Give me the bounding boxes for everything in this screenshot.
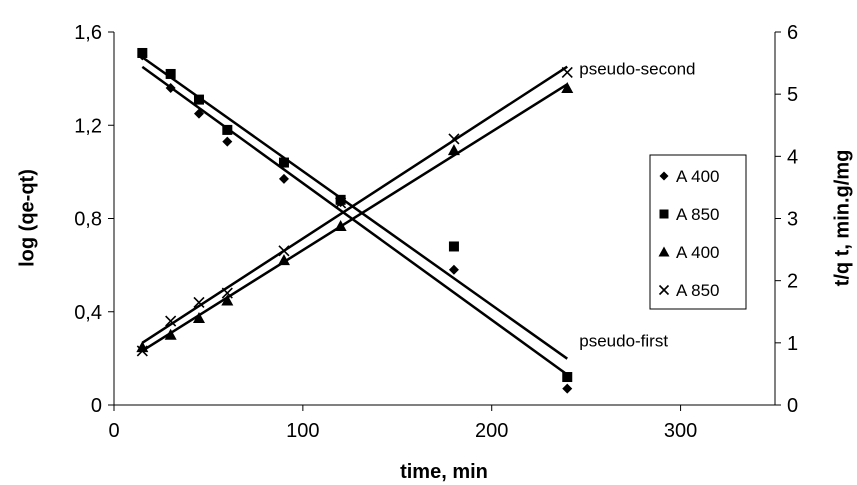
point [193,108,204,119]
trend-line [141,83,568,352]
point [562,383,573,394]
legend-label: A 850 [676,205,720,224]
point [278,245,290,257]
y2-tick-label: 5 [787,84,798,106]
annotation: pseudo-second [579,59,695,78]
x-tick-label: 0 [108,420,119,442]
point [448,264,459,275]
x-axis-title: time, min [400,461,488,483]
y2-tick-label: 2 [787,271,798,293]
point [447,144,460,156]
point [561,66,573,78]
legend-marker [659,171,669,181]
point [193,94,204,105]
trend-line [141,56,568,360]
point [222,124,233,135]
point [193,296,205,308]
legend-marker [658,284,670,296]
y2-tick-label: 4 [787,146,798,168]
point [165,315,177,327]
x-tick-label: 300 [664,420,697,442]
x-tick-label: 200 [475,420,508,442]
point [221,294,234,306]
y-tick-label: 0 [91,395,102,417]
y2-tick-label: 3 [787,209,798,231]
point [136,345,148,357]
annotation: pseudo-first [579,332,668,351]
legend-label: A 850 [676,281,720,300]
legend-marker [659,209,669,219]
y-axis-title: log (qe-qt) [16,169,38,267]
point [448,241,459,252]
y2-tick-label: 0 [787,395,798,417]
point [335,194,346,205]
trend-line [141,65,568,376]
point [165,82,176,93]
legend-marker [658,246,670,257]
y2-tick-label: 6 [787,22,798,44]
point [192,311,205,323]
point [561,81,574,93]
y-tick-label: 0,8 [74,209,102,231]
point [278,157,289,168]
point [277,254,290,266]
point [335,197,347,209]
point [137,47,148,58]
legend-box [649,154,747,310]
trend-line [141,65,568,344]
y-tick-label: 0,4 [74,302,102,324]
point [448,133,460,145]
legend-label: A 400 [676,167,720,186]
legend-label: A 400 [676,243,720,262]
point [278,173,289,184]
y-tick-label: 1,2 [74,115,102,137]
point [221,287,233,299]
point [222,136,233,147]
point [165,68,176,79]
point [164,328,177,340]
y2-tick-label: 1 [787,333,798,355]
y2-axis-title: t/q t, min.g/mg [831,150,853,287]
point [334,219,347,231]
y-tick-label: 1,6 [74,22,102,44]
point [562,372,573,383]
x-tick-label: 100 [286,420,319,442]
point [136,341,149,353]
